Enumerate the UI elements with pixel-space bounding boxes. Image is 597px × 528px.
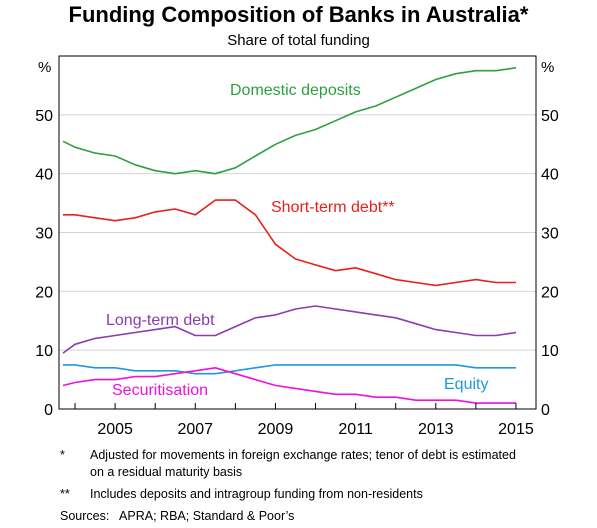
y-unit-left: % — [38, 59, 51, 76]
y-tick-label-right: 50 — [541, 108, 559, 125]
y-tick-label-right: 10 — [541, 343, 559, 360]
tick-labels: 0 0 10 10 20 20 30 30 40 40 50 50 2005 2007 2009 2011 20… — [35, 108, 559, 438]
x-tick-label: 2007 — [177, 421, 213, 438]
y-tick-label-right: 0 — [541, 402, 550, 419]
series-lines — [62, 67, 517, 404]
chart-title: Funding Composition of Banks in Australi… — [68, 2, 529, 27]
y-tick-label-left: 20 — [35, 284, 53, 301]
axis-ticks — [74, 403, 517, 409]
y-tick-label-left: 10 — [35, 343, 53, 360]
series-line-long-term-debt — [62, 305, 517, 354]
footnote-double-star-text: Includes deposits and intragroup funding… — [90, 487, 423, 501]
x-tick-label: 2009 — [258, 421, 294, 438]
y-tick-label-left: 0 — [44, 402, 53, 419]
plot-frame — [58, 55, 537, 410]
label-short-term-debt: Short-term debt** — [271, 199, 395, 216]
x-tick-label: 2011 — [338, 421, 373, 438]
series-line-securitisation — [62, 366, 516, 404]
y-tick-label-right: 40 — [541, 167, 559, 184]
gridlines — [59, 114, 536, 351]
series-line-equity — [63, 364, 516, 375]
y-tick-label-right: 20 — [541, 284, 559, 301]
footnote-star-text: Adjusted for movements in foreign exchan… — [90, 448, 516, 479]
y-tick-label-left: 30 — [35, 226, 53, 243]
label-domestic-deposits: Domestic deposits — [230, 82, 361, 99]
y-tick-label-right: 30 — [541, 226, 559, 243]
label-securitisation: Securitisation — [112, 382, 208, 399]
y-unit-right: % — [541, 59, 554, 76]
footnote-double-star: ** Includes deposits and intragroup fund… — [60, 486, 560, 503]
y-tick-label-left: 40 — [35, 167, 53, 184]
label-long-term-debt: Long-term debt — [106, 312, 215, 329]
chart-subtitle: Share of total funding — [227, 32, 370, 49]
x-tick-label: 2005 — [97, 421, 133, 438]
series-line-short-term-debt — [63, 199, 516, 287]
footnote-star: * Adjusted for movements in foreign exch… — [60, 447, 560, 481]
x-tick-label: 2013 — [418, 421, 454, 438]
footnote-double-star-mark: ** — [60, 487, 70, 501]
series-line-domestic-deposits — [62, 67, 517, 175]
y-tick-label-left: 50 — [35, 108, 53, 125]
footnote-star-mark: * — [60, 448, 65, 462]
sources: Sources: APRA; RBA; Standard & Poor’s — [60, 509, 295, 523]
label-equity: Equity — [444, 376, 488, 393]
x-tick-label: 2015 — [498, 421, 534, 438]
